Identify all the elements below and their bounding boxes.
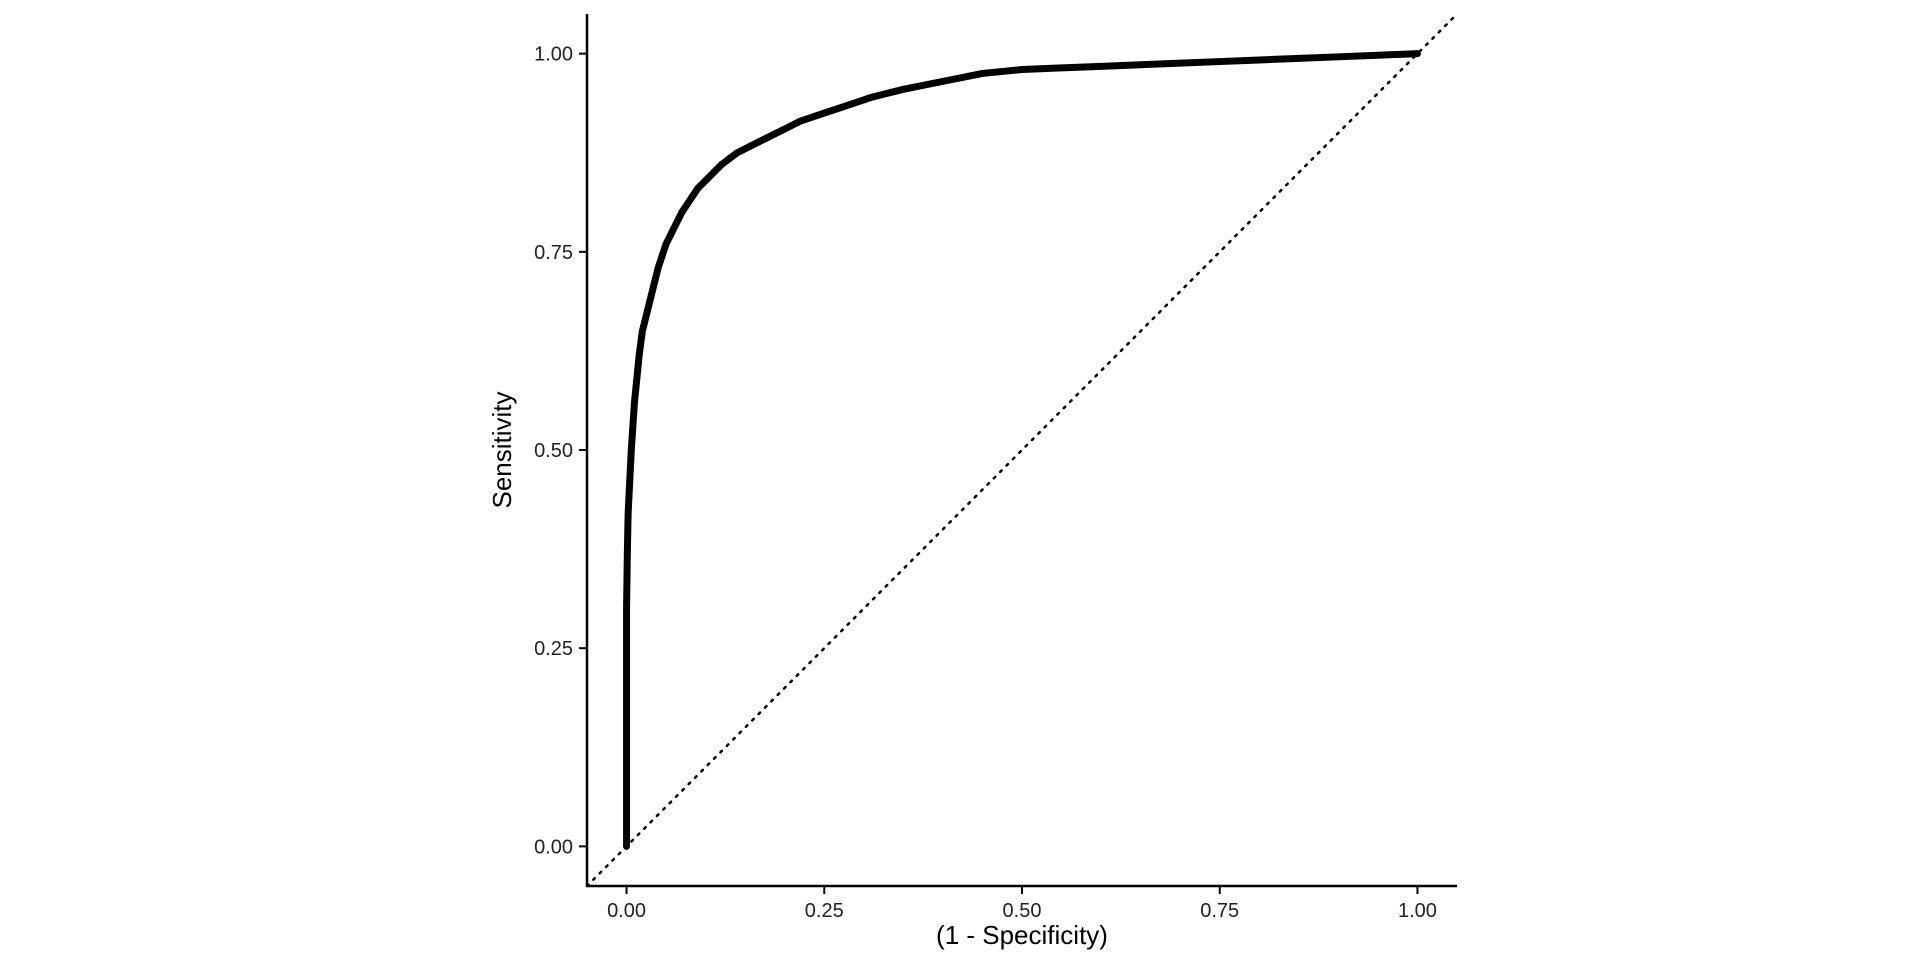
x-axis: 0.00 0.25 0.50 0.75 1.00 bbox=[587, 884, 1457, 922]
y-tick-label: 0.50 bbox=[534, 440, 573, 462]
reference-diagonal-line bbox=[585, 12, 1459, 888]
x-tick-label: 1.00 bbox=[1398, 900, 1437, 922]
y-axis-title: Sensitivity bbox=[487, 391, 517, 508]
x-tick-label: 0.25 bbox=[805, 900, 844, 922]
y-axis: 0.00 0.25 0.50 0.75 1.00 bbox=[534, 14, 589, 886]
x-tick-label: 0.75 bbox=[1200, 900, 1239, 922]
x-tick-label: 0.50 bbox=[1003, 900, 1042, 922]
y-tick-label: 0.75 bbox=[534, 242, 573, 264]
x-tick-label: 0.00 bbox=[607, 900, 646, 922]
y-tick-label: 0.00 bbox=[534, 836, 573, 858]
y-tick-label: 1.00 bbox=[534, 44, 573, 66]
y-tick-label: 0.25 bbox=[534, 638, 573, 660]
roc-curve-line bbox=[623, 50, 1421, 850]
x-axis-title: (1 - Specificity) bbox=[936, 920, 1108, 950]
